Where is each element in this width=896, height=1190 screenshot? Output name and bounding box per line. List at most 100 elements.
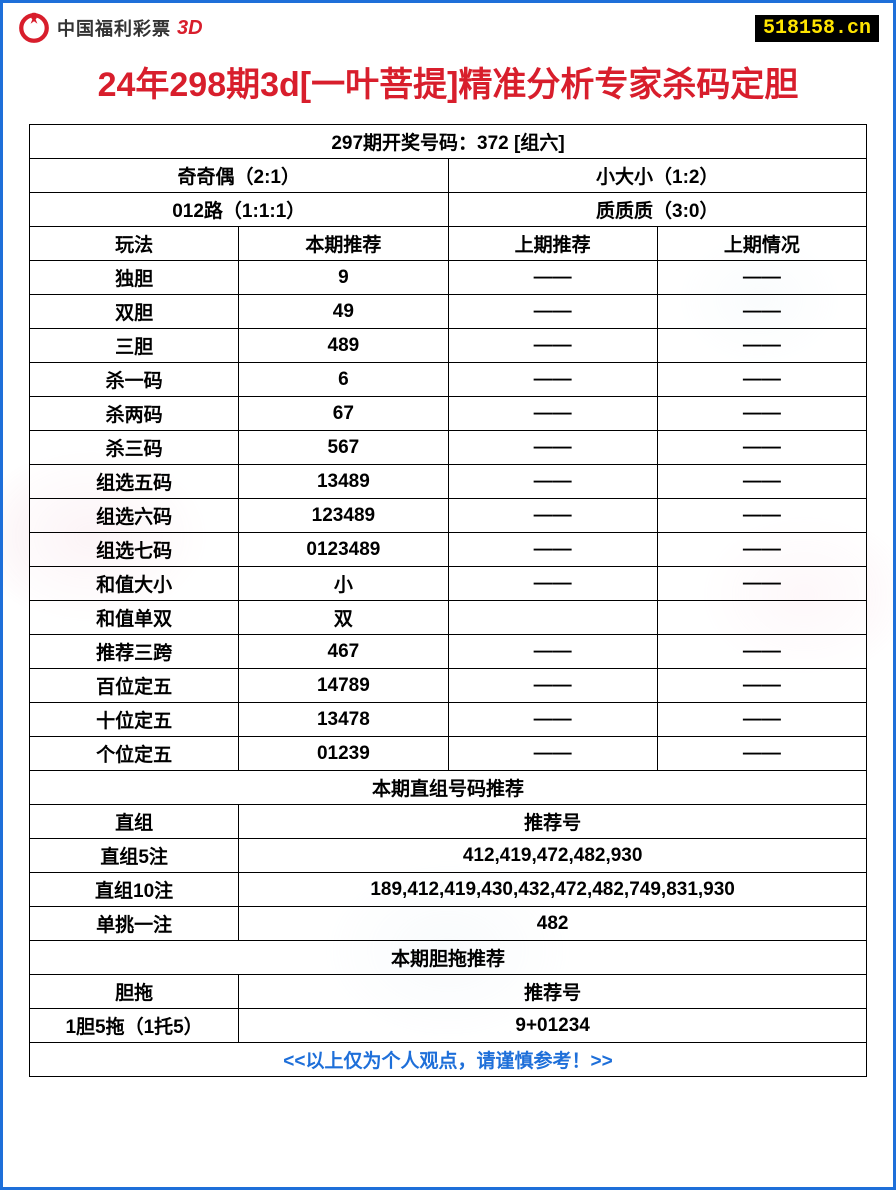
direct-header-row: 直组 推荐号 bbox=[30, 805, 867, 839]
dantuo-header-row: 胆拖 推荐号 bbox=[30, 975, 867, 1009]
cell-rec: 49 bbox=[239, 295, 448, 329]
cell-prev: —— bbox=[448, 465, 657, 499]
cell-rec: 6 bbox=[239, 363, 448, 397]
summary-prime: 质质质（3:0） bbox=[448, 193, 867, 227]
cell-name: 双胆 bbox=[30, 295, 239, 329]
direct-section-title: 本期直组号码推荐 bbox=[30, 771, 867, 805]
cell-rec: 467 bbox=[239, 635, 448, 669]
cell-stat: —— bbox=[657, 499, 866, 533]
cell-prev: —— bbox=[448, 737, 657, 771]
cell-prev: —— bbox=[448, 703, 657, 737]
cell-stat: —— bbox=[657, 329, 866, 363]
cell-rec: 67 bbox=[239, 397, 448, 431]
cell-rec: 13489 bbox=[239, 465, 448, 499]
cell-name: 推荐三跨 bbox=[30, 635, 239, 669]
direct-header-right: 推荐号 bbox=[239, 805, 867, 839]
cell-prev bbox=[448, 601, 657, 635]
summary-odd-even: 奇奇偶（2:1） bbox=[30, 159, 449, 193]
cell-prev: —— bbox=[448, 635, 657, 669]
table-row: 十位定五13478———— bbox=[30, 703, 867, 737]
cell-stat: —— bbox=[657, 363, 866, 397]
cell-prev: —— bbox=[448, 329, 657, 363]
cell-stat: —— bbox=[657, 261, 866, 295]
logo-text: 中国福利彩票 bbox=[57, 15, 171, 41]
dantuo-name: 1胆5拖（1托5） bbox=[30, 1009, 239, 1043]
table-row: 组选七码0123489———— bbox=[30, 533, 867, 567]
cell-name: 个位定五 bbox=[30, 737, 239, 771]
site-badge: 518158.cn bbox=[755, 15, 879, 42]
dantuo-value: 9+01234 bbox=[239, 1009, 867, 1043]
dantuo-row: 1胆5拖（1托5）9+01234 bbox=[30, 1009, 867, 1043]
dantuo-header-left: 胆拖 bbox=[30, 975, 239, 1009]
direct-value: 482 bbox=[239, 907, 867, 941]
cell-name: 组选六码 bbox=[30, 499, 239, 533]
cell-stat: —— bbox=[657, 397, 866, 431]
cell-stat: —— bbox=[657, 703, 866, 737]
cell-prev: —— bbox=[448, 261, 657, 295]
table-row: 三胆489———— bbox=[30, 329, 867, 363]
last-draw-cell: 297期开奖号码：372 [组六] bbox=[30, 125, 867, 159]
direct-header-left: 直组 bbox=[30, 805, 239, 839]
cell-name: 三胆 bbox=[30, 329, 239, 363]
direct-row: 直组10注189,412,419,430,432,472,482,749,831… bbox=[30, 873, 867, 907]
cell-prev: —— bbox=[448, 295, 657, 329]
analysis-table: 297期开奖号码：372 [组六] 奇奇偶（2:1） 小大小（1:2） 012路… bbox=[29, 124, 867, 1077]
summary-size: 小大小（1:2） bbox=[448, 159, 867, 193]
cell-name: 百位定五 bbox=[30, 669, 239, 703]
cell-stat bbox=[657, 601, 866, 635]
header-bar: 中国福利彩票 3D 518158.cn bbox=[3, 3, 893, 45]
footer-row: <<以上仅为个人观点，请谨慎参考！>> bbox=[30, 1043, 867, 1077]
table-row: 和值大小小———— bbox=[30, 567, 867, 601]
cell-rec: 14789 bbox=[239, 669, 448, 703]
cell-name: 独胆 bbox=[30, 261, 239, 295]
cell-name: 和值大小 bbox=[30, 567, 239, 601]
table-row: 杀两码67———— bbox=[30, 397, 867, 431]
cell-prev: —— bbox=[448, 363, 657, 397]
cell-stat: —— bbox=[657, 737, 866, 771]
cell-rec: 13478 bbox=[239, 703, 448, 737]
table-row: 杀一码6———— bbox=[30, 363, 867, 397]
cell-stat: —— bbox=[657, 533, 866, 567]
cell-stat: —— bbox=[657, 635, 866, 669]
col-play: 玩法 bbox=[30, 227, 239, 261]
cell-stat: —— bbox=[657, 465, 866, 499]
direct-row: 直组5注412,419,472,482,930 bbox=[30, 839, 867, 873]
cell-stat: —— bbox=[657, 431, 866, 465]
dantuo-header-right: 推荐号 bbox=[239, 975, 867, 1009]
dantuo-section-title-row: 本期胆拖推荐 bbox=[30, 941, 867, 975]
direct-name: 直组10注 bbox=[30, 873, 239, 907]
direct-row: 单挑一注482 bbox=[30, 907, 867, 941]
direct-section-title-row: 本期直组号码推荐 bbox=[30, 771, 867, 805]
direct-value: 412,419,472,482,930 bbox=[239, 839, 867, 873]
table-row: 和值单双双 bbox=[30, 601, 867, 635]
cell-rec: 01239 bbox=[239, 737, 448, 771]
table-row: 组选五码13489———— bbox=[30, 465, 867, 499]
table-row: 个位定五01239———— bbox=[30, 737, 867, 771]
cell-name: 和值单双 bbox=[30, 601, 239, 635]
summary-012: 012路（1:1:1） bbox=[30, 193, 449, 227]
cell-rec: 9 bbox=[239, 261, 448, 295]
cell-rec: 123489 bbox=[239, 499, 448, 533]
summary-row-2: 012路（1:1:1） 质质质（3:0） bbox=[30, 193, 867, 227]
direct-name: 直组5注 bbox=[30, 839, 239, 873]
last-draw-row: 297期开奖号码：372 [组六] bbox=[30, 125, 867, 159]
cell-name: 杀一码 bbox=[30, 363, 239, 397]
cell-stat: —— bbox=[657, 295, 866, 329]
direct-value: 189,412,419,430,432,472,482,749,831,930 bbox=[239, 873, 867, 907]
cell-prev: —— bbox=[448, 533, 657, 567]
cell-name: 组选七码 bbox=[30, 533, 239, 567]
dantuo-section-title: 本期胆拖推荐 bbox=[30, 941, 867, 975]
col-previous: 上期推荐 bbox=[448, 227, 657, 261]
col-status: 上期情况 bbox=[657, 227, 866, 261]
cell-prev: —— bbox=[448, 669, 657, 703]
cell-prev: —— bbox=[448, 431, 657, 465]
table-row: 推荐三跨467———— bbox=[30, 635, 867, 669]
summary-row-1: 奇奇偶（2:1） 小大小（1:2） bbox=[30, 159, 867, 193]
cell-name: 组选五码 bbox=[30, 465, 239, 499]
table-row: 独胆9———— bbox=[30, 261, 867, 295]
cell-rec: 小 bbox=[239, 567, 448, 601]
cell-name: 杀三码 bbox=[30, 431, 239, 465]
cell-name: 十位定五 bbox=[30, 703, 239, 737]
table-row: 杀三码567———— bbox=[30, 431, 867, 465]
cell-rec: 489 bbox=[239, 329, 448, 363]
